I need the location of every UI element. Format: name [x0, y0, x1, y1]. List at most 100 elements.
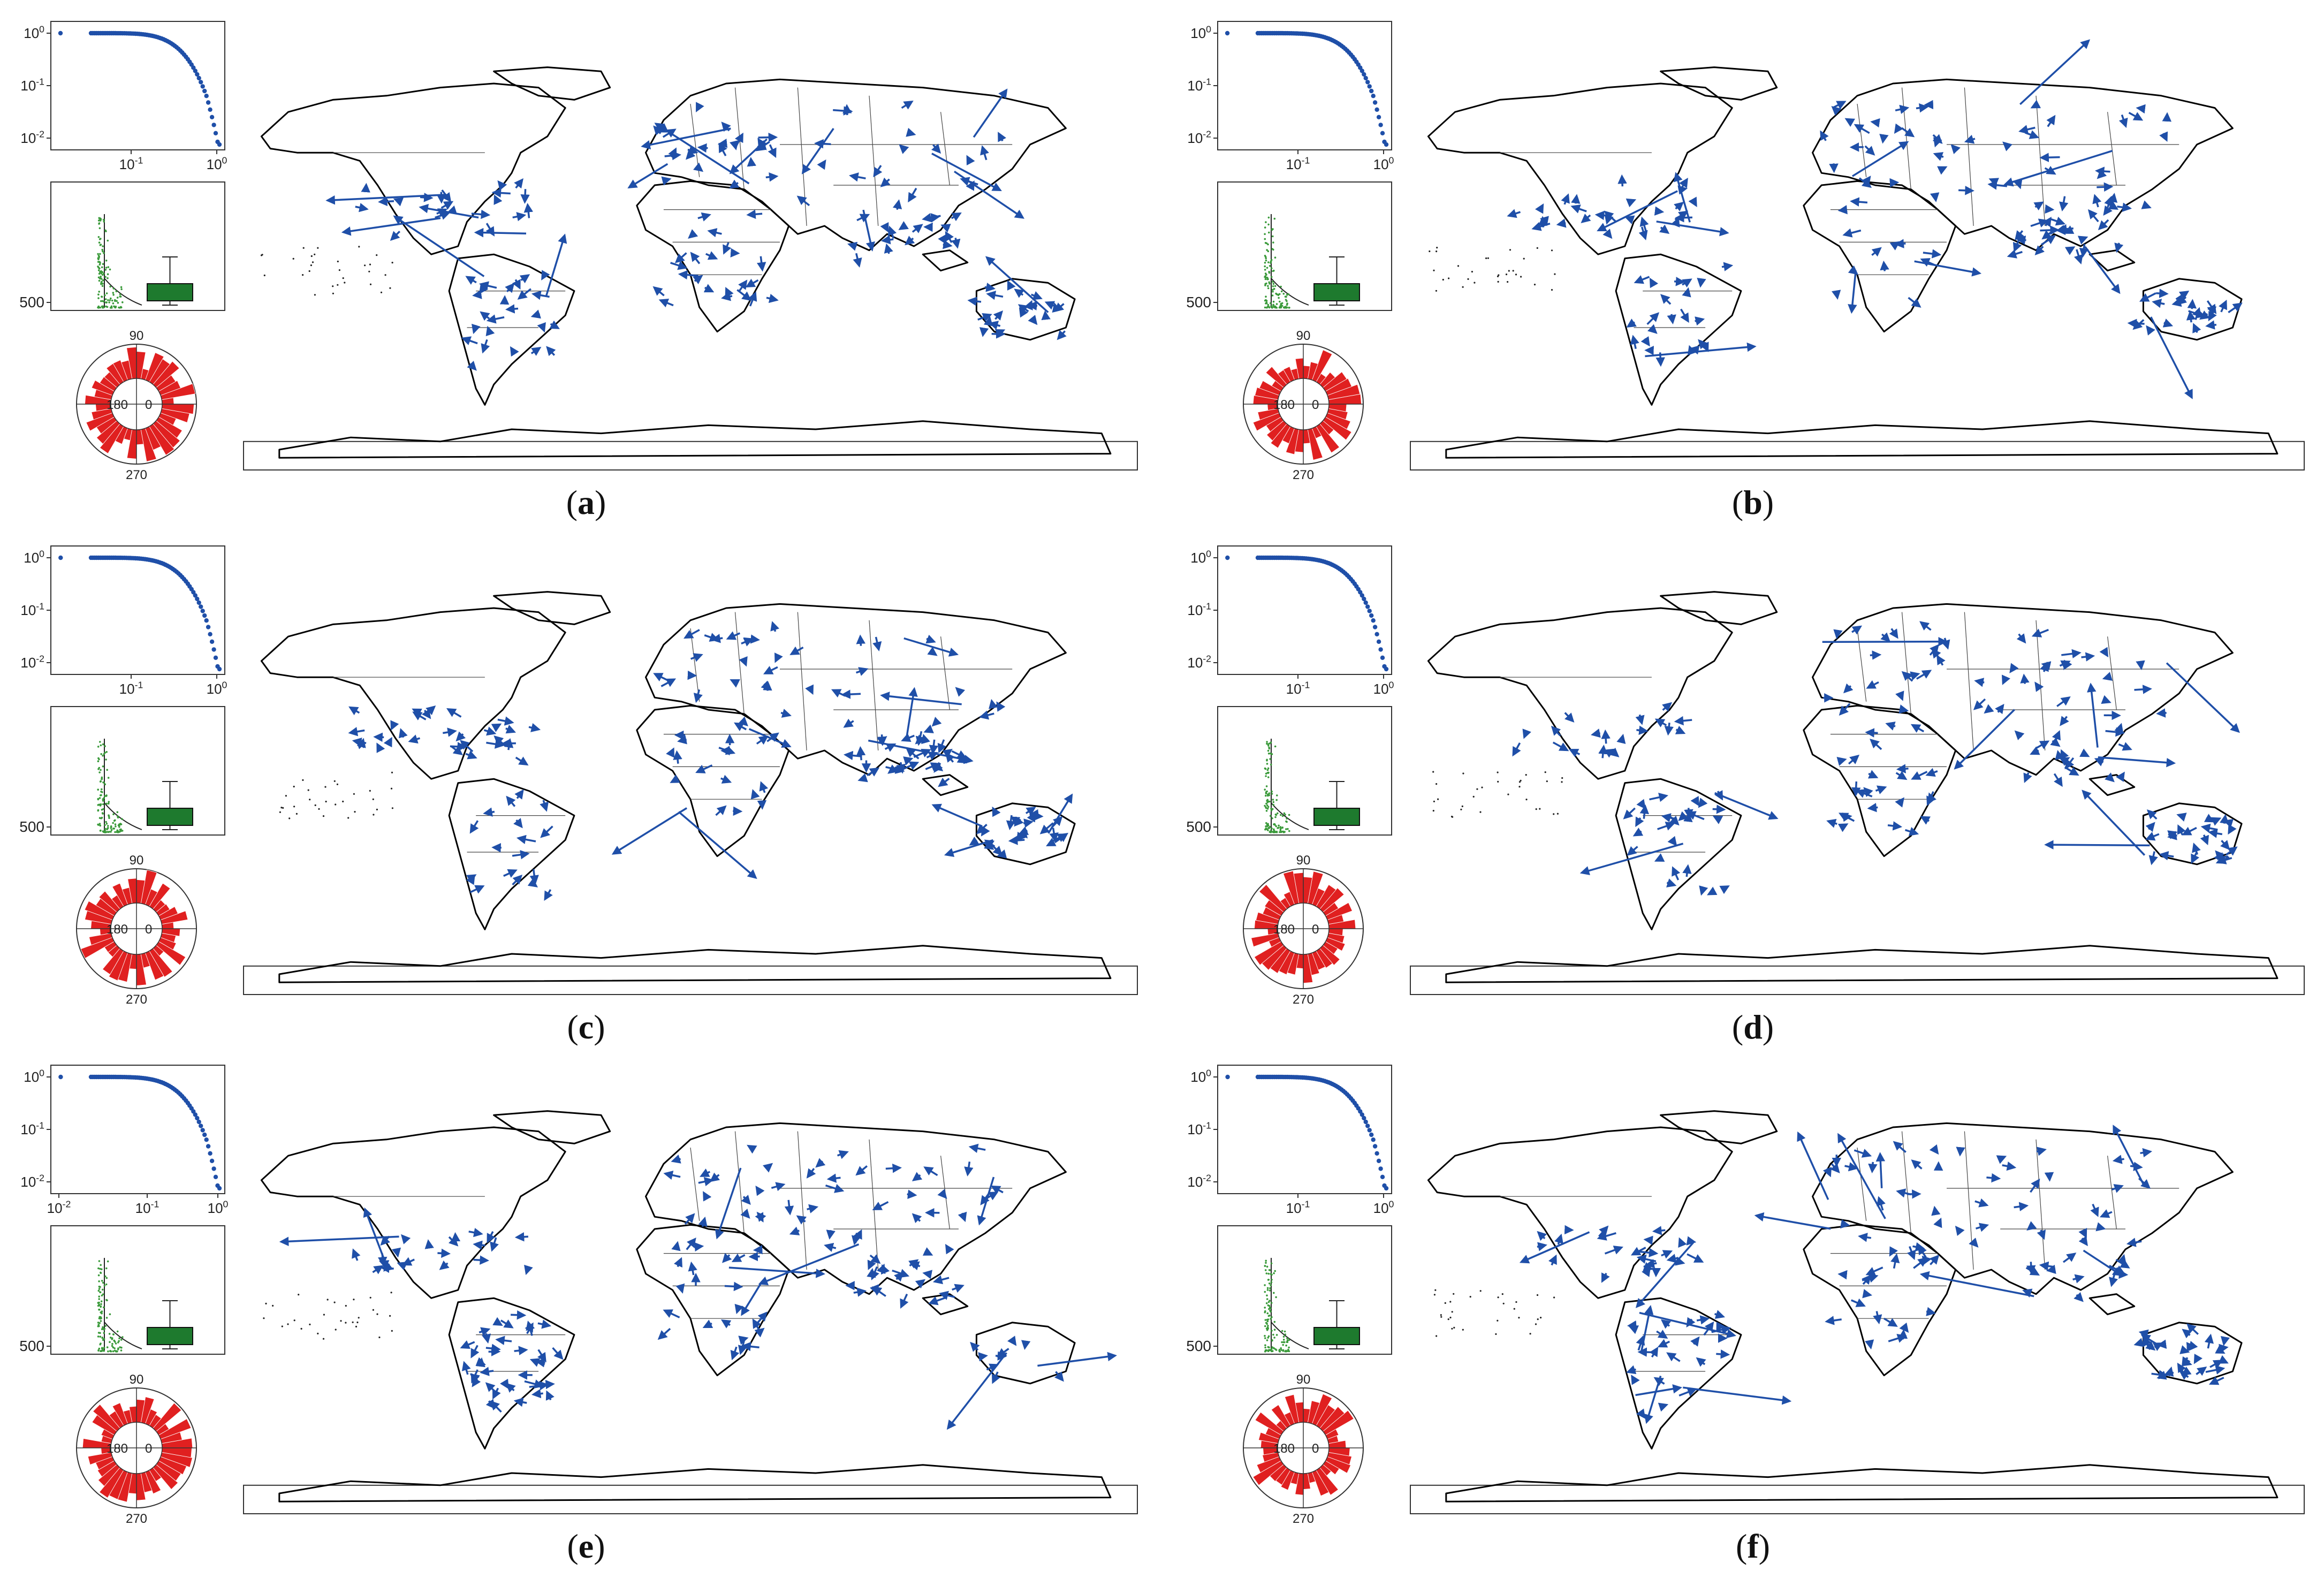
- rank-point: [1380, 1174, 1385, 1179]
- migration-arrow: [1848, 270, 1857, 314]
- island-dot: [391, 807, 394, 809]
- scatter-point: [119, 1346, 121, 1348]
- island-dot: [342, 277, 344, 279]
- rank-y-tick-label: 10-1: [1187, 77, 1211, 94]
- migration-arrow: [2141, 200, 2152, 209]
- rose-angle-label: 0: [1312, 1441, 1319, 1456]
- migration-arrow: [1974, 1198, 1989, 1208]
- scatter-point: [1264, 1284, 1266, 1286]
- rank-point: [1371, 1137, 1376, 1142]
- migration-arrow: [2140, 1148, 2153, 1158]
- migration-arrow: [1958, 186, 1974, 195]
- migration-arrow: [980, 145, 989, 161]
- migration-arrow: [1604, 213, 1614, 225]
- migration-arrow: [1632, 828, 1644, 837]
- country-border: [869, 95, 879, 226]
- rank-point: [211, 123, 216, 127]
- scatter-point: [105, 1283, 108, 1286]
- land-outline: [278, 420, 1112, 459]
- land-outline: [645, 603, 1067, 776]
- island-dot: [1451, 1311, 1453, 1313]
- migration-arrow: [1995, 703, 2004, 715]
- migration-arrow: [2098, 219, 2109, 230]
- migration-arrow: [2034, 681, 2044, 692]
- rose-angle-label: 180: [107, 1441, 128, 1456]
- migration-arrow: [693, 162, 704, 172]
- scatter-point: [1273, 823, 1276, 825]
- migration-arrow: [856, 634, 865, 646]
- migration-arrow: [512, 874, 523, 886]
- migration-arrow: [523, 203, 534, 218]
- migration-arrow: [1868, 1162, 1878, 1173]
- migration-arrow: [871, 1286, 886, 1297]
- migration-arrow: [900, 1293, 909, 1309]
- island-dot: [1434, 1289, 1437, 1291]
- scatter-point: [101, 266, 103, 269]
- rank-point: [206, 100, 211, 105]
- migration-arrow: [1603, 229, 1613, 239]
- scatter-point: [105, 1277, 108, 1279]
- scatter-point: [101, 791, 103, 793]
- migration-arrow: [1018, 826, 1029, 836]
- migration-arrow: [516, 834, 536, 844]
- migration-arrow: [491, 723, 502, 732]
- rose-angle-label: 0: [145, 922, 152, 937]
- scatter-point: [1265, 301, 1268, 304]
- panel-caption: (c): [567, 1008, 605, 1046]
- migration-arrow: [2156, 708, 2167, 718]
- country-border: [1901, 612, 1911, 714]
- island-dot: [302, 274, 304, 276]
- distribution-frame: [50, 181, 225, 311]
- migration-arrow: [506, 795, 516, 807]
- migration-arrow: [2063, 659, 2072, 670]
- distribution-y-tick-label: 500: [1186, 1338, 1211, 1354]
- distribution-plot: 500: [1186, 706, 1392, 836]
- migration-arrow: [485, 325, 495, 337]
- scatter-point: [1275, 1296, 1277, 1299]
- rank-point: [193, 69, 198, 73]
- scatter-point: [107, 1260, 109, 1263]
- migration-arrow: [931, 803, 983, 828]
- scatter-point: [1287, 1350, 1289, 1352]
- scatter-point: [113, 306, 116, 308]
- scatter-point: [98, 1303, 100, 1306]
- density-curve: [1271, 1322, 1309, 1349]
- scatter-point: [119, 295, 122, 298]
- migration-arrow: [1858, 1233, 1872, 1242]
- scatter-point: [1268, 231, 1270, 234]
- migration-arrow: [922, 1247, 933, 1256]
- scatter-point: [112, 822, 114, 824]
- island-dot: [1497, 1319, 1499, 1322]
- scatter-point: [113, 828, 115, 830]
- scatter-point: [98, 227, 101, 230]
- migration-arrow: [1842, 228, 1862, 238]
- migration-arrow: [1908, 297, 1922, 308]
- scatter-point: [105, 795, 108, 797]
- scatter-point: [112, 813, 115, 815]
- migration-arrow: [2115, 1258, 2130, 1269]
- migration-arrow: [946, 1352, 1007, 1430]
- migration-arrow: [1904, 827, 1919, 836]
- scatter-point: [101, 776, 103, 779]
- migration-arrow: [1645, 1259, 1657, 1269]
- scatter-point: [1269, 800, 1271, 803]
- migration-arrow: [2050, 737, 2061, 747]
- migration-arrow: [1920, 258, 1937, 267]
- rank-point: [1374, 1151, 1379, 1156]
- migration-arrow: [373, 732, 384, 742]
- migration-arrow: [2177, 1362, 2186, 1377]
- migration-arrow: [2103, 205, 2113, 216]
- scatter-point: [107, 831, 110, 833]
- migration-arrow: [736, 289, 752, 301]
- distribution-plot: 500: [1186, 181, 1392, 311]
- migration-arrow: [504, 738, 514, 750]
- migration-arrow: [789, 646, 804, 655]
- migration-arrow: [856, 746, 866, 761]
- migration-arrow: [341, 217, 441, 236]
- rank-point: [1380, 655, 1385, 660]
- migration-arrow: [2013, 179, 2023, 189]
- scatter-point: [100, 744, 102, 747]
- scatter-point: [98, 223, 100, 225]
- migration-arrow: [1700, 342, 1709, 352]
